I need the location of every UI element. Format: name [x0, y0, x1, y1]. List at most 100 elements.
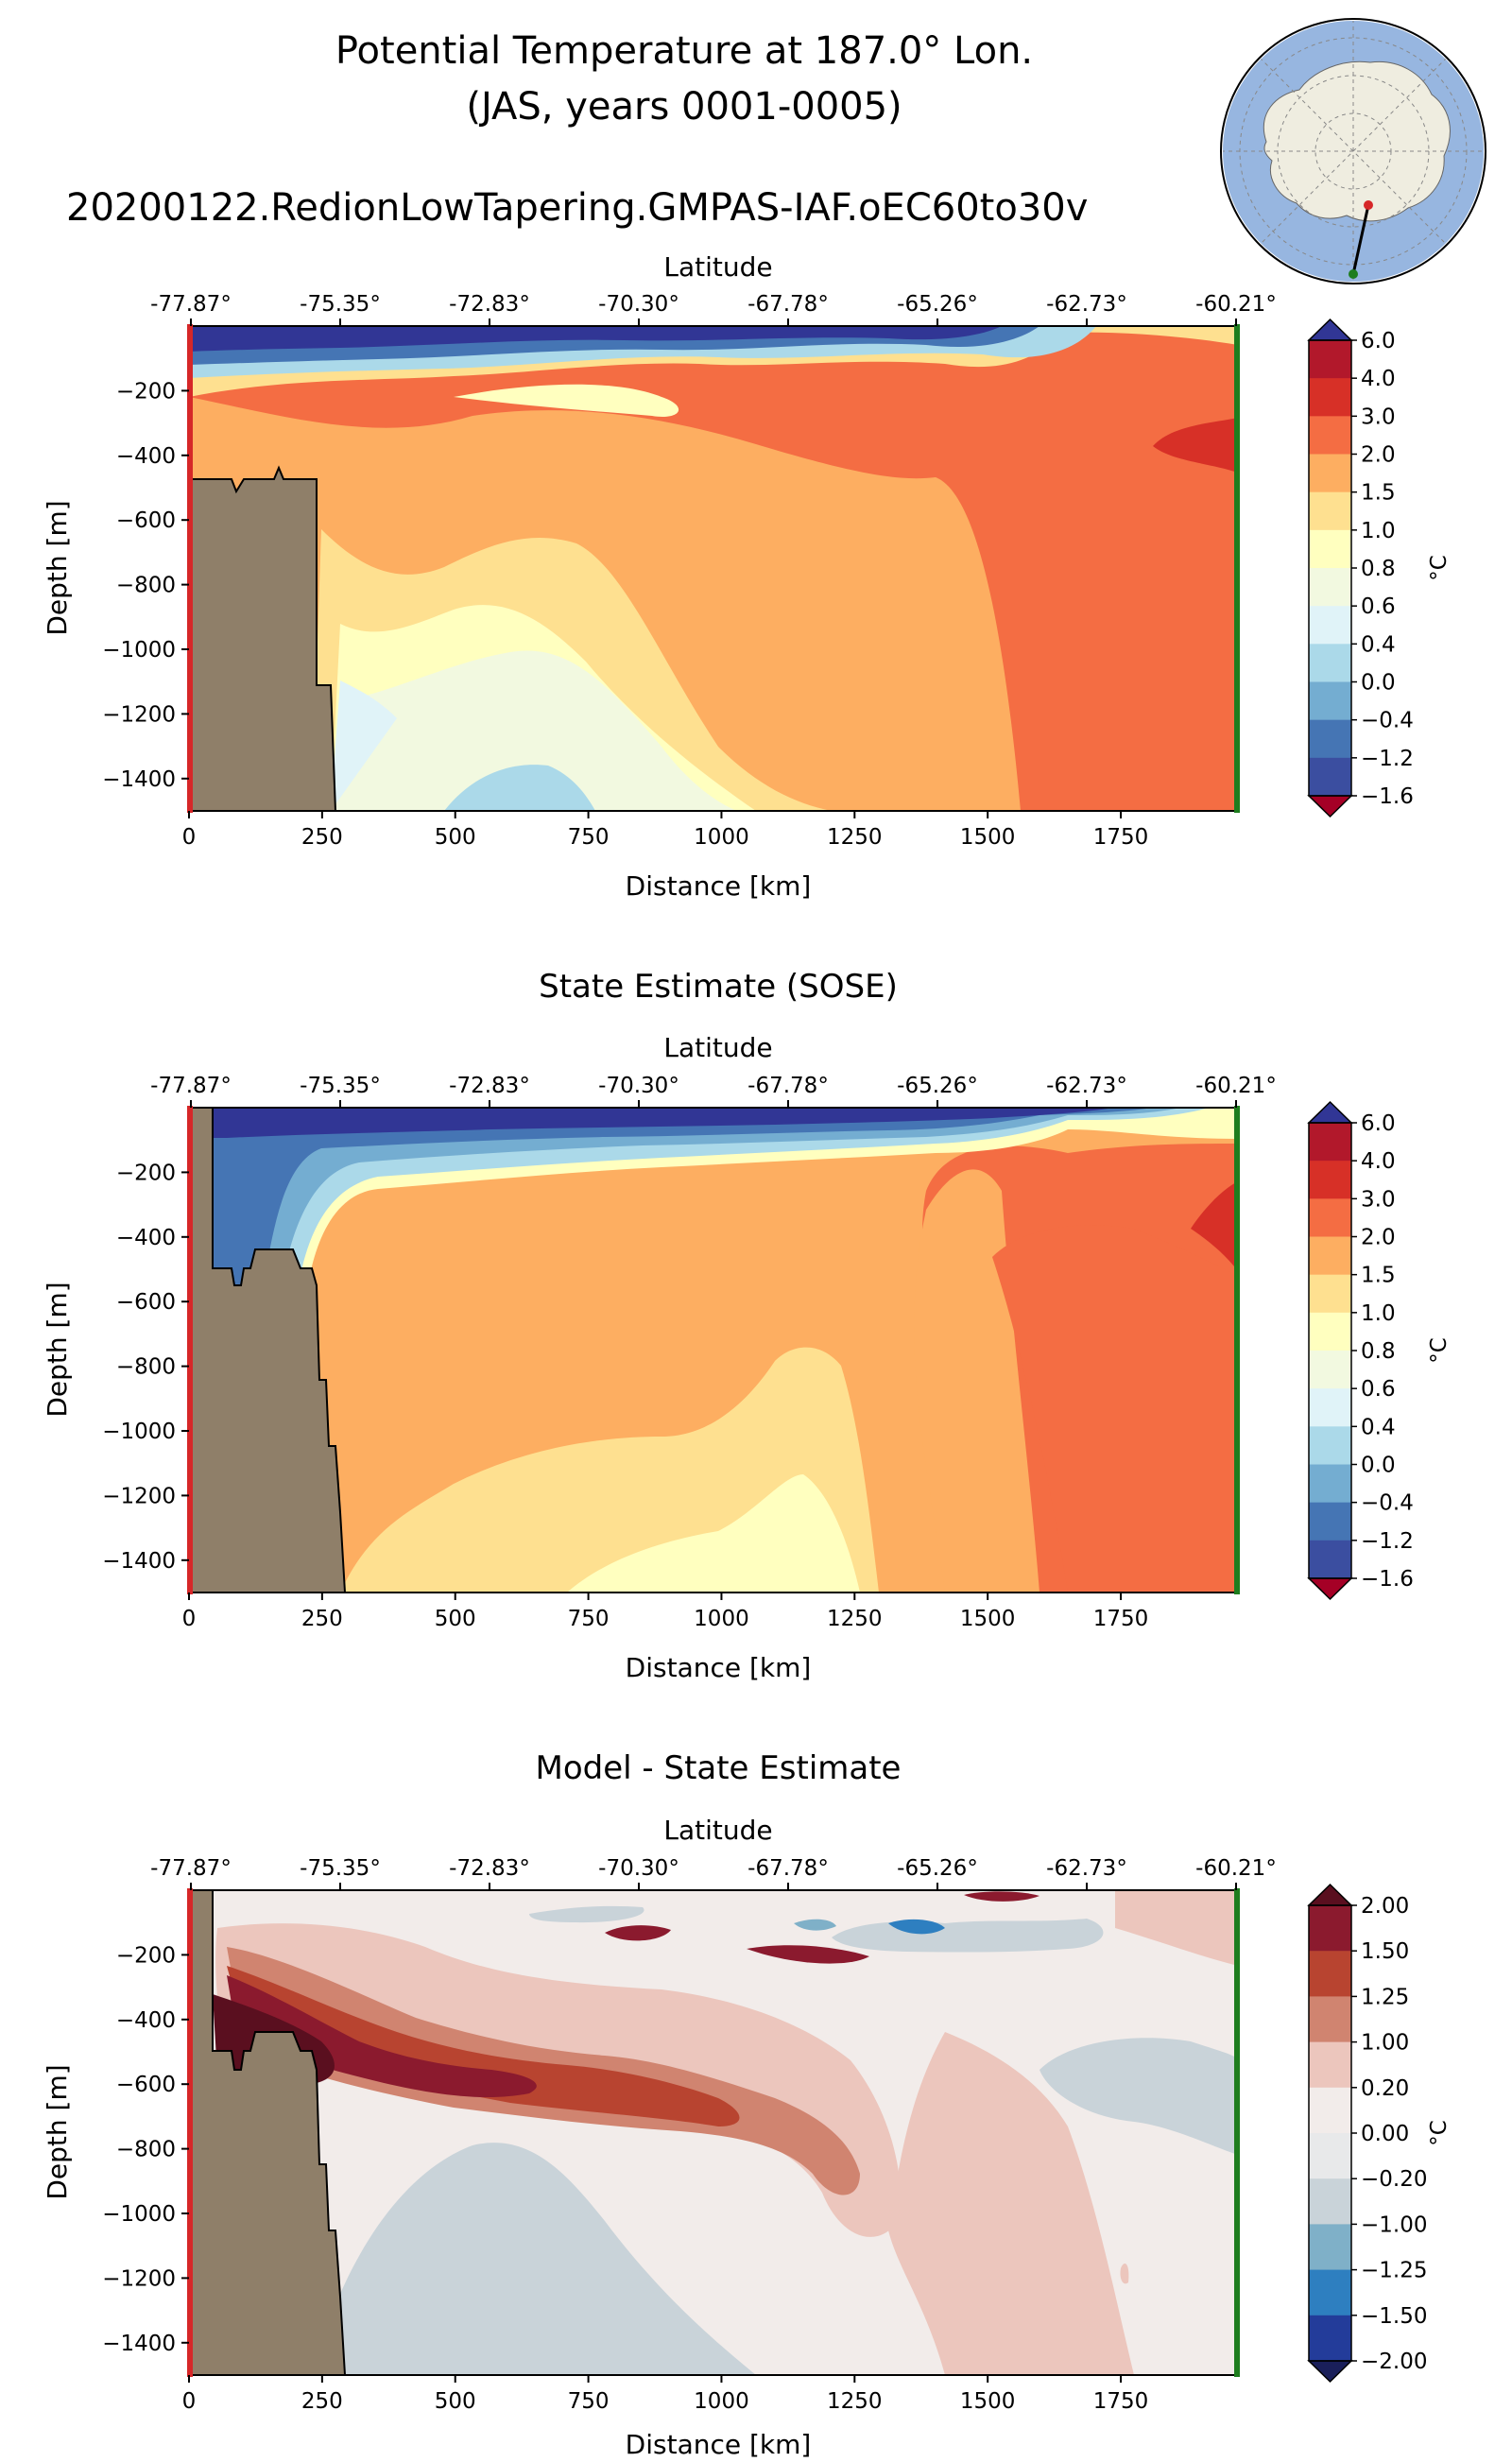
lat-tick-label: -75.35°: [300, 1074, 381, 1098]
panel-sose-field: [189, 1108, 1238, 1593]
colorbar-segment: [1309, 1951, 1351, 1997]
panel-difference-field: [189, 1890, 1238, 2375]
contour-band-0.20: [1115, 1890, 1238, 1966]
colorbar-segment: [1309, 606, 1351, 645]
colorbar-tick-label: 4.0: [1361, 1149, 1396, 1174]
panel-model-field: [189, 326, 1238, 811]
contour-band-m0.20: [1040, 2038, 1238, 2155]
contour-band-0.8: [454, 384, 679, 417]
y-tick-label: −400: [116, 444, 176, 469]
colorbar-tick-label: 2.0: [1361, 443, 1396, 468]
x-tick-label: 1500: [960, 2389, 1016, 2414]
colorbar-segment: [1309, 378, 1351, 417]
colorbar-tick-label: 0.8: [1361, 1339, 1396, 1364]
colorbar-tick-label: −2.00: [1361, 2350, 1427, 2374]
transect-start-marker: [187, 1106, 193, 1594]
lat-tick-label: -77.87°: [150, 1074, 232, 1098]
colorbar-segment: [1309, 644, 1351, 682]
x-tick-label: 1500: [960, 825, 1016, 850]
colorbar-tick-label: −1.6: [1361, 1567, 1414, 1592]
colorbar-segment: [1309, 1388, 1351, 1427]
colorbar-tick-label: 0.8: [1361, 557, 1396, 581]
colorbar-tick-label: −1.25: [1361, 2259, 1427, 2283]
lat-tick-label: -70.30°: [598, 292, 679, 317]
contour-band-0.6: [331, 650, 737, 811]
y-tick-label: −200: [116, 379, 176, 404]
colorbar-segment: [1309, 416, 1351, 455]
lat-tick-label: -77.87°: [150, 1856, 232, 1881]
lat-tick-label: -67.78°: [747, 1856, 829, 1881]
inset-transect-end: [1349, 269, 1358, 279]
colorbar-segment: [1309, 1540, 1351, 1579]
inset-transect-line: [1351, 204, 1370, 275]
contour-band-m0.20: [312, 2143, 756, 2375]
colorbar-tick-label: 1.25: [1361, 1985, 1409, 2009]
panel-difference-axes: 0 250 500 750 1000 1250 1500 1750 −200 −400 −600 −8…: [102, 1856, 1277, 2414]
top-axis-label: Latitude: [663, 1032, 772, 1063]
colorbar-tick-label: 0.4: [1361, 1415, 1396, 1439]
top-axis-label: Latitude: [663, 251, 772, 283]
colorbar-tick-label: −1.50: [1361, 2304, 1427, 2329]
panel-sose: State Estimate (SOSE) 0 250 500 750 1000 1250…: [42, 968, 1452, 1683]
colorbar-segment: [1309, 1351, 1351, 1389]
panel-difference: Model - State Estimate 0 250 500 750 1000 1: [42, 1749, 1452, 2460]
x-tick-label: 500: [435, 2389, 476, 2414]
colorbar-sose: 6.0 4.0 3.0 2.0 1.5 1.0 0.8 0.6 0.4 0.0 −0.4 −1.2 −1…: [1307, 1100, 1452, 1601]
lat-tick-label: -60.21°: [1195, 1856, 1277, 1881]
colorbar-tick-label: 0.0: [1361, 671, 1396, 696]
y-tick-label: −800: [116, 574, 176, 598]
land-mask: [189, 1890, 347, 2375]
colorbar-extend-max: [1307, 318, 1353, 341]
colorbar-segment: [1309, 2133, 1351, 2179]
contour-band-m0.20: [529, 1905, 644, 1923]
colorbar-segment: [1309, 529, 1351, 569]
x-tick-label: 250: [301, 1607, 343, 1631]
colorbar-segment: [1309, 1426, 1351, 1465]
x-tick-label: 1750: [1093, 1607, 1149, 1631]
colorbar-segment: [1309, 491, 1351, 531]
colorbar-segment: [1309, 1996, 1351, 2043]
y-tick-label: −1200: [102, 2266, 176, 2291]
contour-band-3.0: [1191, 1181, 1238, 1271]
y-tick-label: −1400: [102, 767, 176, 792]
contour-band-0.0: [444, 765, 595, 811]
x-tick-label: 750: [568, 825, 610, 850]
colorbar-segment: [1309, 454, 1351, 493]
colorbar-tick-label: −0.20: [1361, 2167, 1427, 2192]
contour-band-m1.6: [189, 1108, 1115, 1138]
colorbar-tick-label: 1.00: [1361, 2031, 1409, 2056]
lat-tick-label: -65.26°: [897, 1856, 978, 1881]
x-tick-label: 1500: [960, 1607, 1016, 1631]
colorbar-tick-label: −0.4: [1361, 1491, 1414, 1516]
colorbar-tick-label: −1.6: [1361, 784, 1414, 809]
colorbar-tick-label: 1.5: [1361, 481, 1396, 506]
colorbar-tick-label: 0.20: [1361, 2076, 1409, 2101]
lat-tick-label: -62.73°: [1046, 292, 1127, 317]
colorbar-segment: [1309, 2087, 1351, 2134]
colorbar-tick-label: 2.0: [1361, 1226, 1396, 1250]
y-axis-label: Depth [m]: [42, 2064, 73, 2199]
contour-band-0.20: [1120, 2264, 1129, 2284]
y-axis-label: Depth [m]: [42, 500, 73, 635]
lat-tick-label: -75.35°: [300, 1856, 381, 1881]
colorbar-segment: [1309, 1274, 1351, 1314]
transect-start-marker: [187, 324, 193, 813]
x-tick-label: 1000: [694, 1607, 749, 1631]
colorbar-segment: [1309, 568, 1351, 607]
lat-tick-label: -72.83°: [449, 292, 530, 317]
lat-tick-label: -67.78°: [747, 292, 829, 317]
panel-title: Model - State Estimate: [536, 1749, 902, 1787]
panel-title: State Estimate (SOSE): [539, 968, 898, 1006]
colorbar-segment: [1309, 2269, 1351, 2316]
y-tick-label: −1000: [102, 1420, 176, 1444]
transect-end-marker: [1234, 1106, 1240, 1594]
y-tick-label: −1400: [102, 1549, 176, 1574]
transect-end-marker: [1234, 1888, 1240, 2377]
x-axis-label: Distance [km]: [626, 1652, 812, 1683]
inset-map: [1220, 18, 1486, 284]
x-tick-label: 1000: [694, 2389, 749, 2414]
x-tick-label: 250: [301, 2389, 343, 2414]
x-tick-label: 1750: [1093, 825, 1149, 850]
colorbar-tick-label: 3.0: [1361, 1187, 1396, 1212]
x-tick-label: 1250: [827, 1607, 883, 1631]
